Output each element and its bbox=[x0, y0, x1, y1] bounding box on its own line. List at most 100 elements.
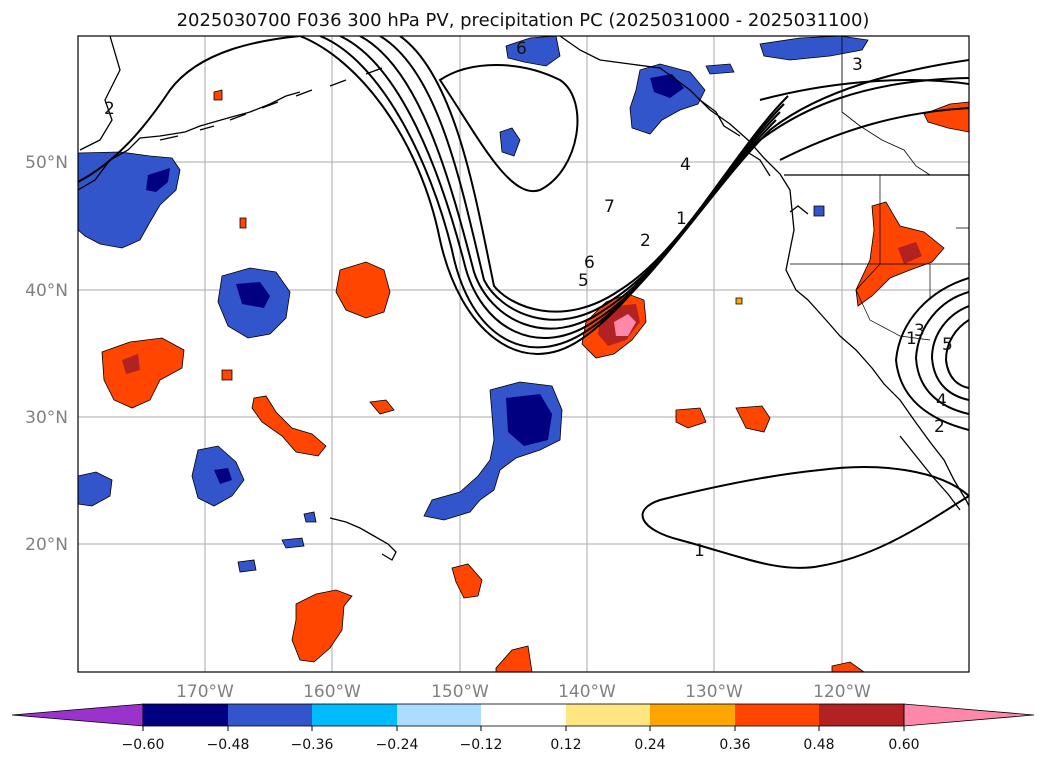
coastlines bbox=[78, 36, 969, 561]
contour-label-6-mid: 6 bbox=[584, 253, 595, 273]
pv-contour-2-north bbox=[78, 36, 301, 183]
figure-title: 2025030700 F036 300 hPa PV, precipitatio… bbox=[177, 10, 870, 31]
negative-precip-areas bbox=[78, 36, 869, 573]
colorbar-label-060: 0.60 bbox=[888, 737, 919, 753]
pv-contour-ne bbox=[759, 79, 969, 101]
precip-blob-west-25n bbox=[78, 471, 113, 507]
colorbar-bin-1 bbox=[143, 704, 228, 726]
precip-blob-north-right bbox=[759, 36, 869, 61]
pv-contour-east bbox=[779, 107, 969, 161]
lat-label-40n: 40°N bbox=[25, 281, 68, 301]
colorbar-bin-7 bbox=[650, 704, 735, 726]
colorbar-label-neg-036: −0.36 bbox=[291, 737, 334, 753]
contour-label-2-mid: 2 bbox=[640, 231, 651, 251]
precip-core-170w-25n bbox=[214, 468, 232, 484]
precip-core-west-50n bbox=[146, 168, 170, 192]
colorbar-label-048: 0.48 bbox=[803, 737, 834, 753]
coastline-bc-alaska bbox=[559, 36, 969, 507]
pv-cutoff-2 bbox=[914, 291, 969, 415]
colorbar-label-036: 0.36 bbox=[719, 737, 750, 753]
colorbar-bin-4 bbox=[397, 704, 481, 726]
contour-label-5: 5 bbox=[578, 271, 589, 291]
positive-precip-areas bbox=[101, 89, 969, 672]
pv-contour-ridge-2 bbox=[319, 36, 969, 349]
colorbar-ticks bbox=[142, 726, 905, 731]
precip-blob-small-d bbox=[705, 63, 735, 75]
colorbar-bin-6 bbox=[566, 704, 650, 726]
colorbar-label-neg-048: −0.48 bbox=[207, 737, 250, 753]
contour-label-4: 4 bbox=[680, 155, 691, 175]
precip-blob-small-north bbox=[213, 89, 223, 101]
pv-contour-ridge-6 bbox=[399, 36, 789, 313]
contour-label-3-ne: 3 bbox=[852, 55, 863, 75]
colorbar-label-024: 0.24 bbox=[634, 737, 665, 753]
precip-blob-tiny-128w bbox=[735, 297, 743, 305]
contour-label-1-mid: 1 bbox=[676, 209, 687, 229]
colorbar-tick-labels: −0.60 −0.48 −0.36 −0.24 −0.12 0.12 0.24 … bbox=[122, 737, 920, 753]
contour-label-5-cutoff: 5 bbox=[942, 335, 953, 355]
pv-cutoff-4 bbox=[944, 319, 969, 389]
lon-label-130w: 130°W bbox=[685, 682, 743, 702]
colorbar-bin-5 bbox=[481, 704, 566, 726]
pv-contour-ridge-1 bbox=[299, 36, 969, 355]
precip-core-137w-37n bbox=[614, 314, 636, 336]
pv-cutoff-1 bbox=[894, 277, 969, 431]
contour-label-2-north: 2 bbox=[104, 99, 115, 119]
map-frame bbox=[77, 35, 970, 673]
pv-cutoff-3 bbox=[930, 305, 969, 401]
precip-blob-148w-15n bbox=[451, 563, 483, 599]
precip-blob-north-center bbox=[505, 36, 561, 67]
precip-blob-small-b bbox=[237, 559, 257, 573]
colorbar-bin-9 bbox=[819, 704, 904, 726]
lon-label-170w: 170°W bbox=[176, 682, 234, 702]
colorbar-label-neg-012: −0.12 bbox=[460, 737, 503, 753]
precip-blob-small-49n bbox=[239, 217, 247, 229]
colorbar-bin-8 bbox=[735, 704, 819, 726]
lon-label-160w: 160°W bbox=[303, 682, 361, 702]
pv-contour-1-south bbox=[641, 466, 969, 569]
lon-label-150w: 150°W bbox=[431, 682, 489, 702]
pv-contour-trough bbox=[438, 64, 579, 193]
contour-label-4-cutoff: 4 bbox=[936, 391, 947, 411]
map-panel: 1 2 4 7 5 6 2 6 3 1 3 5 4 2 1 bbox=[78, 36, 969, 672]
colorbar: −0.60 −0.48 −0.36 −0.24 −0.12 0.12 0.24 … bbox=[11, 703, 1035, 753]
colorbar-label-neg-024: −0.24 bbox=[376, 737, 419, 753]
contour-label-7: 7 bbox=[604, 197, 615, 217]
coastline-hawaii bbox=[329, 517, 397, 561]
lon-label-120w: 120°W bbox=[813, 682, 871, 702]
precip-blob-south-right bbox=[831, 661, 865, 672]
precip-core-175w-35n bbox=[122, 354, 140, 374]
precip-blob-131w-30n bbox=[675, 407, 707, 429]
pv-contours bbox=[78, 36, 969, 569]
precip-blob-small-a bbox=[281, 537, 305, 549]
state-borders bbox=[790, 175, 969, 341]
precip-blob-160w-40n bbox=[335, 261, 391, 319]
lat-label-30n: 30°N bbox=[25, 408, 68, 428]
precip-blob-160w-10n bbox=[291, 589, 353, 663]
precip-blob-small-145w bbox=[499, 127, 521, 157]
precip-blob-gulf-alaska bbox=[629, 63, 706, 135]
precip-blob-small-east bbox=[813, 205, 825, 217]
colorbar-bin-2 bbox=[228, 704, 312, 726]
latitude-labels: 50°N 40°N 30°N 20°N bbox=[25, 153, 68, 555]
coastline-aleutians bbox=[159, 67, 383, 141]
precip-blob-west-coast bbox=[855, 201, 945, 307]
lon-label-140w: 140°W bbox=[558, 682, 616, 702]
longitude-labels: 170°W 160°W 150°W 140°W 130°W 120°W bbox=[176, 682, 871, 702]
precip-core-west-coast bbox=[898, 242, 922, 264]
colorbar-label-neg-060: −0.60 bbox=[122, 737, 165, 753]
contour-labels: 1 2 4 7 5 6 2 6 3 1 3 5 4 2 1 bbox=[104, 39, 953, 561]
colorbar-extend-high bbox=[903, 703, 1035, 727]
precip-blob-126w-30n bbox=[735, 405, 771, 433]
colorbar-bin-3 bbox=[312, 704, 397, 726]
colorbar-outline bbox=[142, 703, 905, 727]
contour-label-2-cutoff: 2 bbox=[934, 417, 945, 437]
contour-label-6-north: 6 bbox=[516, 39, 527, 59]
ocean-background bbox=[78, 36, 969, 672]
border-canada-interior bbox=[841, 36, 931, 176]
precip-blob-small-155w bbox=[369, 399, 395, 415]
contour-label-1-south: 1 bbox=[694, 541, 705, 561]
precip-blob-175w-35n bbox=[101, 337, 185, 409]
precip-core-165w-40n bbox=[236, 282, 270, 308]
precip-core-145w-30n bbox=[506, 394, 552, 446]
